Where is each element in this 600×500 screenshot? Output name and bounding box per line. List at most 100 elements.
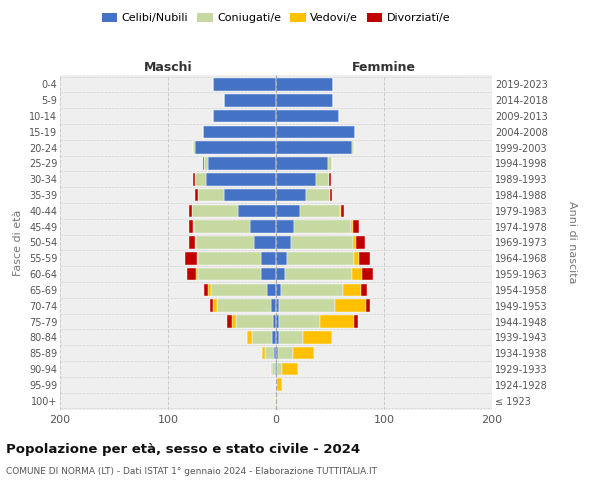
- Text: Femmine: Femmine: [352, 61, 416, 74]
- Bar: [276, 331, 279, 344]
- Bar: [276, 236, 291, 249]
- Bar: [293, 347, 314, 360]
- Bar: [247, 331, 252, 344]
- Bar: [210, 300, 214, 312]
- Bar: [252, 331, 272, 344]
- Bar: [254, 236, 276, 249]
- Bar: [353, 220, 359, 233]
- Bar: [284, 268, 352, 280]
- Bar: [283, 362, 298, 375]
- Bar: [359, 252, 370, 264]
- Bar: [362, 268, 373, 280]
- Bar: [195, 189, 198, 202]
- Bar: [365, 300, 370, 312]
- Bar: [320, 315, 354, 328]
- Bar: [291, 236, 353, 249]
- Bar: [276, 94, 333, 106]
- Bar: [303, 331, 332, 344]
- Bar: [275, 362, 276, 375]
- Bar: [277, 378, 283, 391]
- Bar: [276, 347, 278, 360]
- Bar: [277, 362, 283, 375]
- Bar: [271, 362, 272, 375]
- Bar: [195, 142, 276, 154]
- Bar: [250, 220, 276, 233]
- Bar: [217, 300, 271, 312]
- Bar: [276, 78, 333, 91]
- Bar: [316, 173, 329, 186]
- Bar: [214, 78, 276, 91]
- Bar: [272, 331, 276, 344]
- Bar: [354, 252, 359, 264]
- Bar: [295, 220, 350, 233]
- Bar: [224, 94, 276, 106]
- Bar: [195, 236, 196, 249]
- Bar: [343, 284, 361, 296]
- Bar: [273, 315, 276, 328]
- Bar: [198, 268, 261, 280]
- Bar: [276, 362, 277, 375]
- Bar: [208, 157, 276, 170]
- Bar: [276, 204, 300, 217]
- Bar: [198, 189, 224, 202]
- Bar: [203, 157, 208, 170]
- Bar: [276, 142, 352, 154]
- Bar: [268, 284, 276, 296]
- Bar: [279, 315, 320, 328]
- Bar: [278, 347, 293, 360]
- Bar: [276, 157, 328, 170]
- Bar: [276, 394, 277, 407]
- Bar: [188, 204, 192, 217]
- Bar: [214, 300, 217, 312]
- Bar: [198, 252, 261, 264]
- Bar: [271, 300, 276, 312]
- Bar: [238, 204, 276, 217]
- Bar: [306, 189, 330, 202]
- Bar: [276, 284, 281, 296]
- Text: Maschi: Maschi: [143, 61, 193, 74]
- Bar: [211, 284, 268, 296]
- Bar: [276, 189, 306, 202]
- Bar: [361, 284, 367, 296]
- Bar: [261, 268, 276, 280]
- Bar: [328, 157, 332, 170]
- Bar: [195, 173, 206, 186]
- Bar: [206, 173, 276, 186]
- Bar: [236, 315, 273, 328]
- Bar: [275, 378, 276, 391]
- Bar: [281, 284, 343, 296]
- Bar: [196, 236, 254, 249]
- Bar: [352, 142, 354, 154]
- Y-axis label: Fasce di età: Fasce di età: [13, 210, 23, 276]
- Bar: [276, 252, 287, 264]
- Bar: [262, 347, 265, 360]
- Bar: [356, 236, 365, 249]
- Bar: [330, 189, 332, 202]
- Bar: [276, 110, 338, 122]
- Bar: [276, 220, 295, 233]
- Bar: [274, 347, 276, 360]
- Bar: [340, 204, 341, 217]
- Bar: [187, 268, 196, 280]
- Y-axis label: Anni di nascita: Anni di nascita: [567, 201, 577, 284]
- Bar: [188, 220, 193, 233]
- Text: Popolazione per età, sesso e stato civile - 2024: Popolazione per età, sesso e stato civil…: [6, 442, 360, 456]
- Bar: [341, 204, 344, 217]
- Bar: [350, 220, 353, 233]
- Bar: [203, 284, 208, 296]
- Bar: [276, 126, 355, 138]
- Bar: [193, 173, 195, 186]
- Bar: [232, 315, 236, 328]
- Bar: [193, 142, 195, 154]
- Bar: [194, 220, 250, 233]
- Bar: [276, 300, 279, 312]
- Text: COMUNE DI NORMA (LT) - Dati ISTAT 1° gennaio 2024 - Elaborazione TUTTITALIA.IT: COMUNE DI NORMA (LT) - Dati ISTAT 1° gen…: [6, 468, 377, 476]
- Bar: [354, 315, 358, 328]
- Bar: [276, 268, 284, 280]
- Bar: [185, 252, 197, 264]
- Legend: Celibi/Nubili, Coniugati/e, Vedovi/e, Divorziatï/e: Celibi/Nubili, Coniugati/e, Vedovi/e, Di…: [97, 8, 455, 28]
- Bar: [196, 268, 198, 280]
- Bar: [276, 315, 279, 328]
- Bar: [193, 220, 194, 233]
- Bar: [214, 110, 276, 122]
